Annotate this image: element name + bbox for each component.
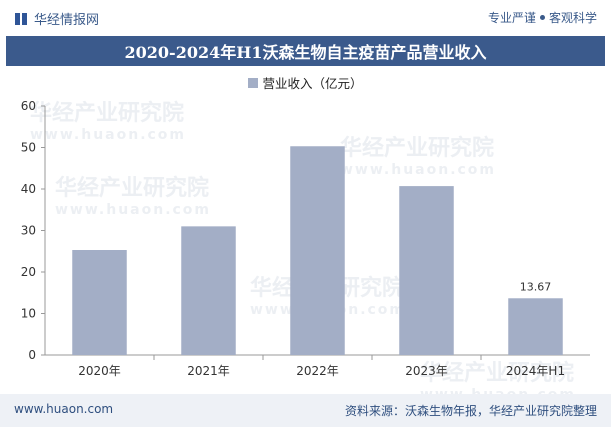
x-tick-label: 2021年 — [187, 364, 230, 378]
legend: 营业收入（亿元） — [0, 73, 611, 92]
tagline-left: 专业严谨 — [487, 11, 536, 25]
data-label: 13.67 — [520, 280, 552, 293]
y-tick-label: 40 — [21, 182, 36, 196]
legend-swatch — [248, 77, 259, 88]
y-tick-label: 60 — [21, 99, 36, 113]
y-tick-label: 10 — [21, 307, 36, 321]
bar — [72, 250, 127, 355]
brand-logo-icon — [14, 12, 28, 26]
tagline: 专业严谨 客观科学 — [488, 9, 597, 26]
x-tick-label: 2020年 — [78, 364, 121, 378]
bar — [508, 298, 563, 355]
bar — [290, 146, 345, 355]
y-tick-label: 30 — [21, 224, 36, 238]
brand-name: 华经情报网 — [34, 13, 100, 28]
footer-source: 资料来源：沃森生物年报，华经产业研究院整理 — [344, 404, 597, 418]
x-tick-label: 2024年H1 — [506, 364, 565, 378]
bar — [399, 186, 454, 355]
top-bar: 华经情报网 专业严谨 客观科学 — [0, 0, 611, 36]
bar — [181, 226, 236, 355]
y-tick-label: 0 — [28, 348, 36, 362]
footer: www.huaon.com 资料来源：沃森生物年报，华经产业研究院整理 — [0, 394, 611, 427]
y-tick-label: 20 — [21, 265, 36, 279]
chart-title: 2020-2024年H1沃森生物自主疫苗产品营业收入 — [6, 36, 605, 66]
separator-dot-icon — [539, 15, 545, 20]
brand[interactable]: 华经情报网 — [14, 9, 99, 28]
x-tick-label: 2023年 — [405, 364, 448, 378]
tagline-right: 客观科学 — [548, 11, 597, 25]
legend-label: 营业收入（亿元） — [262, 76, 363, 91]
x-tick-label: 2022年 — [296, 364, 339, 378]
y-tick-label: 50 — [21, 141, 36, 155]
footer-url[interactable]: www.huaon.com — [14, 402, 114, 416]
chart-title-text: 2020-2024年H1沃森生物自主疫苗产品营业收入 — [124, 43, 487, 62]
bar-chart: 0 10 20 30 40 50 60 2020年 2021年 2022年 2023年 2024年H1… — [21, 99, 590, 378]
